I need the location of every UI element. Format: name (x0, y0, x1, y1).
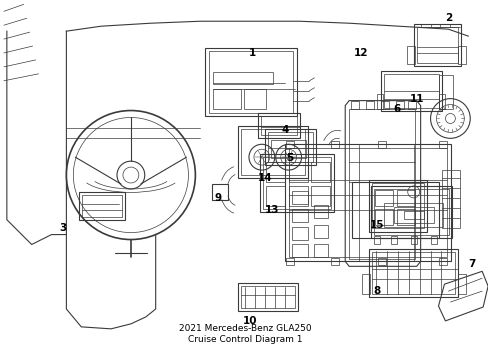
Bar (315, 244, 328, 257)
Bar (378, 141, 386, 148)
Bar (315, 225, 328, 238)
Bar (391, 235, 397, 243)
Bar (266, 162, 285, 182)
Text: 13: 13 (265, 205, 279, 215)
Bar (440, 141, 447, 148)
Bar (241, 129, 305, 175)
Bar (292, 244, 308, 257)
Bar (265, 129, 317, 165)
Bar (372, 252, 455, 294)
Bar (289, 186, 308, 206)
Bar (384, 203, 443, 227)
Bar (261, 116, 296, 135)
Bar (442, 170, 460, 228)
Bar (263, 157, 331, 209)
Bar (440, 258, 447, 265)
Bar (292, 209, 308, 222)
Bar (397, 190, 415, 206)
Text: 14: 14 (258, 173, 272, 183)
Bar (289, 162, 308, 182)
Text: 4: 4 (281, 125, 289, 135)
Text: 11: 11 (410, 94, 424, 104)
Text: 5: 5 (286, 153, 294, 163)
Text: 1: 1 (248, 48, 256, 58)
Bar (394, 207, 434, 223)
Bar (416, 27, 458, 63)
Bar (205, 48, 296, 116)
Bar (241, 286, 294, 308)
Bar (408, 100, 416, 109)
Bar (369, 180, 427, 231)
Bar (374, 189, 449, 235)
Bar (285, 144, 451, 261)
Bar (286, 258, 294, 265)
Bar (238, 126, 308, 178)
Bar (266, 186, 285, 206)
Bar (292, 191, 308, 204)
Bar (458, 274, 466, 294)
Bar (366, 100, 374, 109)
Text: 8: 8 (373, 286, 381, 296)
Bar (351, 100, 359, 109)
Text: 12: 12 (354, 48, 368, 58)
Bar (315, 205, 328, 218)
Bar (378, 258, 386, 265)
Bar (404, 211, 424, 219)
Bar (268, 132, 314, 162)
Bar (411, 235, 416, 243)
Bar (397, 209, 415, 225)
Bar (414, 24, 461, 66)
Bar (396, 100, 404, 109)
Bar (286, 141, 294, 148)
Bar (289, 148, 447, 257)
Text: 2021 Mercedes-Benz GLA250
Cruise Control Diagram 1: 2021 Mercedes-Benz GLA250 Cruise Control… (179, 324, 311, 344)
Text: 9: 9 (215, 193, 222, 203)
Bar (213, 72, 273, 84)
Bar (82, 195, 122, 217)
Bar (352, 182, 440, 238)
Bar (292, 227, 308, 239)
Bar (244, 89, 266, 109)
Text: 6: 6 (393, 104, 400, 113)
Text: 15: 15 (370, 220, 384, 230)
Bar (79, 192, 125, 220)
Bar (407, 46, 415, 64)
Bar (362, 274, 370, 294)
Bar (258, 113, 299, 138)
Bar (213, 89, 241, 109)
Bar (312, 186, 330, 206)
Bar (374, 235, 380, 243)
Text: 2: 2 (445, 13, 452, 23)
Bar (260, 154, 334, 212)
Bar (431, 235, 437, 243)
Bar (369, 249, 458, 297)
Text: 10: 10 (243, 316, 257, 326)
Bar (377, 94, 383, 109)
Bar (384, 74, 440, 108)
Text: 7: 7 (468, 259, 476, 269)
Bar (209, 51, 293, 113)
Bar (458, 46, 466, 64)
Bar (381, 71, 442, 111)
Text: 3: 3 (60, 222, 67, 233)
Bar (375, 209, 393, 225)
Bar (440, 94, 445, 109)
Bar (238, 283, 297, 311)
Bar (271, 140, 306, 158)
Bar (331, 258, 339, 265)
Bar (312, 162, 330, 182)
Bar (372, 183, 424, 228)
Bar (371, 186, 452, 238)
Bar (349, 109, 415, 260)
Bar (212, 184, 228, 200)
Bar (375, 190, 393, 206)
Bar (440, 75, 453, 109)
Bar (381, 100, 389, 109)
Bar (331, 141, 339, 148)
